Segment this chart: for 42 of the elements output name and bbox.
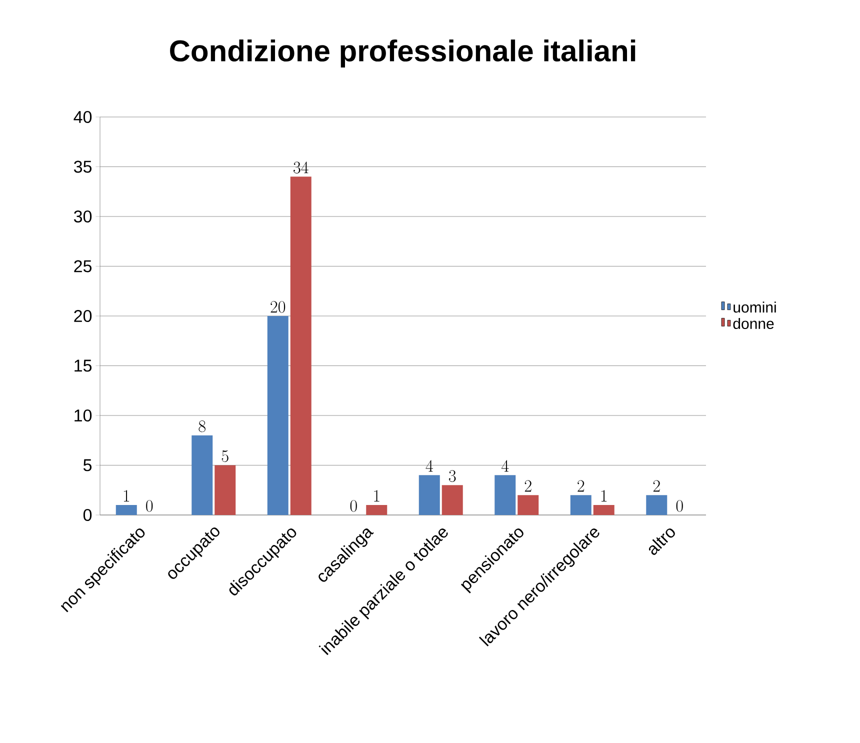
- bar: [494, 475, 516, 515]
- y-tick-label: 15: [74, 360, 92, 372]
- data-label: 20: [270, 301, 286, 313]
- bar: [116, 505, 137, 515]
- data-label: 1: [601, 490, 607, 502]
- data-label: 2: [524, 480, 532, 492]
- y-tick-label: 40: [74, 110, 92, 124]
- bar: [646, 495, 668, 515]
- data-label: 2: [578, 480, 584, 492]
- data-label: 0: [676, 500, 683, 512]
- x-tick-label: altro: [648, 528, 675, 555]
- y-tick-label: 5: [83, 459, 92, 472]
- y-tick-label: 35: [74, 160, 92, 173]
- y-tick-label: 20: [74, 310, 92, 322]
- y-tick-label: 0: [83, 508, 92, 522]
- y-tick-label: 30: [74, 210, 92, 223]
- y-tick-label: 10: [74, 409, 92, 422]
- bar: [570, 495, 592, 515]
- chart-title: Condizione professionale italiani: [170, 40, 636, 68]
- bar: [290, 176, 312, 515]
- data-label: 4: [426, 460, 433, 472]
- bar: [267, 316, 288, 515]
- data-label: 0: [350, 500, 357, 512]
- bar: [366, 505, 388, 515]
- legend-label: uomini: [734, 302, 776, 313]
- data-label: 8: [198, 420, 206, 432]
- y-tick-label: 25: [74, 260, 92, 272]
- bar: [442, 485, 463, 515]
- bar: [593, 505, 614, 515]
- legend-label: donne: [733, 318, 774, 329]
- data-label: 2: [653, 480, 660, 492]
- data-label: 34: [294, 162, 308, 174]
- bar: [518, 495, 539, 515]
- data-label: 1: [124, 490, 130, 502]
- bar: [192, 435, 213, 515]
- data-label: 0: [146, 500, 153, 512]
- bar: [418, 475, 440, 515]
- bar: [214, 465, 236, 515]
- data-label: 1: [374, 490, 380, 502]
- data-label: 4: [502, 460, 509, 472]
- data-label: 5: [222, 450, 228, 462]
- data-label: 3: [448, 470, 456, 482]
